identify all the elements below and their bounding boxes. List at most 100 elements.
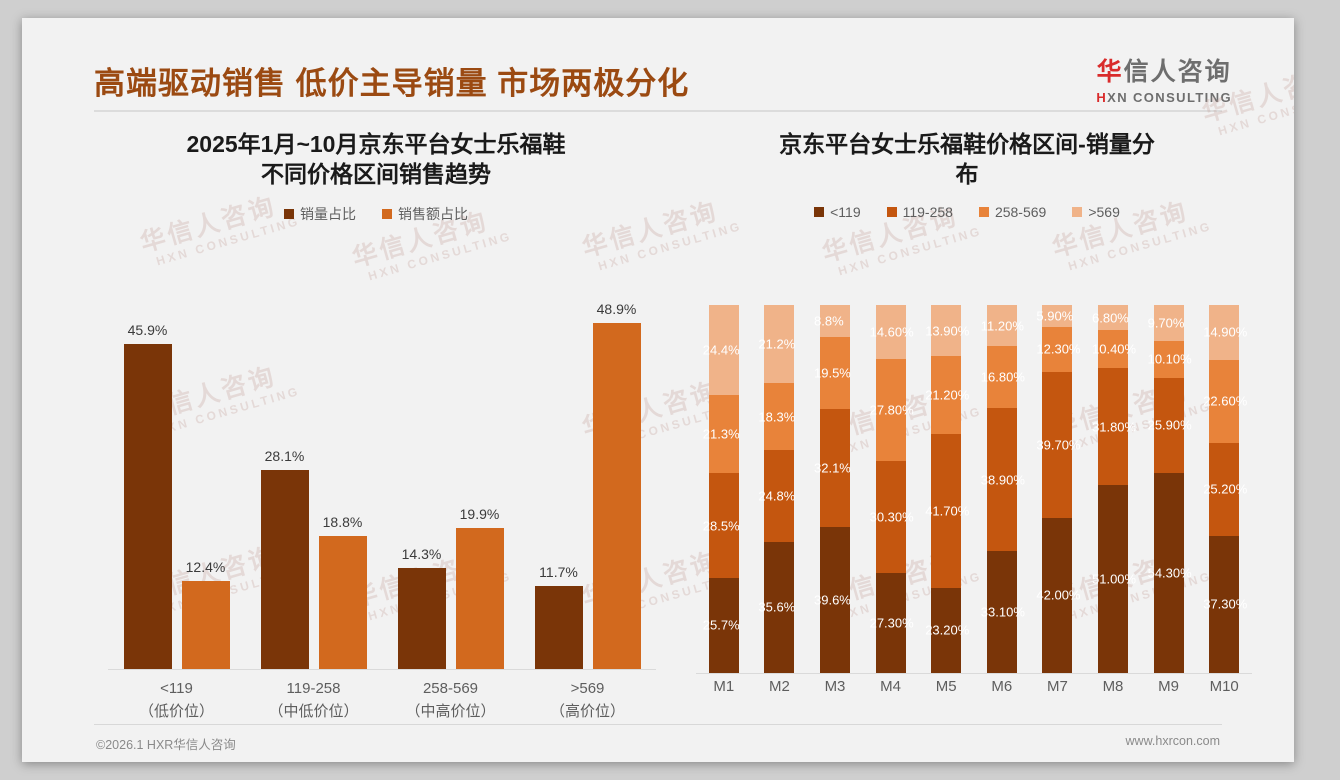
stacked-bar-segment[interactable]: 54.30% bbox=[1148, 473, 1192, 673]
stacked-bar-segment[interactable]: 51.00% bbox=[1092, 485, 1136, 673]
bar[interactable]: 11.7% bbox=[534, 564, 583, 669]
stacked-bar-segment[interactable]: 9.70% bbox=[1148, 305, 1184, 341]
title-divider bbox=[94, 110, 1222, 112]
segment-value-label: 28.5% bbox=[702, 518, 740, 534]
x-axis-label: 258-569 （中高价位） bbox=[382, 678, 519, 723]
logo-english: HXN CONSULTING bbox=[1096, 91, 1232, 104]
bar-group: 45.9% 12.4% bbox=[108, 280, 245, 669]
legend-swatch-icon bbox=[886, 206, 897, 217]
bar-value-label: 18.8% bbox=[322, 514, 363, 531]
stacked-bar-segment[interactable]: 31.80% bbox=[1092, 368, 1136, 486]
stacked-bar-segment[interactable]: 27.80% bbox=[870, 358, 914, 462]
bar[interactable]: 14.3% bbox=[397, 546, 446, 669]
stacked-bar-segment[interactable]: 16.80% bbox=[981, 346, 1025, 409]
legend-item[interactable]: 销量占比 bbox=[284, 204, 356, 224]
stacked-bar-segment[interactable]: 35.6% bbox=[758, 541, 795, 673]
stacked-bar-segment[interactable]: 24.8% bbox=[758, 450, 795, 542]
stacked-bar-segment[interactable]: 13.90% bbox=[925, 305, 969, 357]
x-axis-label-tier: （中高价位） bbox=[405, 702, 496, 720]
chart-title-line2: 不同价格区间销售趋势 bbox=[261, 160, 491, 187]
segment-value-label: 27.80% bbox=[869, 402, 914, 418]
stacked-bar[interactable]: 11.20% 16.80% 38.90% 33.10% bbox=[981, 305, 1025, 673]
segment-value-label: 14.90% bbox=[1203, 324, 1248, 340]
stacked-bar-segment[interactable]: 21.2% bbox=[758, 305, 795, 384]
stacked-bar-segment[interactable]: 5.90% bbox=[1036, 305, 1073, 327]
stacked-bar-segment[interactable]: 21.3% bbox=[703, 394, 740, 474]
bar[interactable]: 45.9% bbox=[123, 322, 172, 669]
bar[interactable]: 18.8% bbox=[318, 514, 367, 669]
stacked-bar-segment[interactable]: 22.60% bbox=[1203, 359, 1247, 443]
segment-value-label: 41.70% bbox=[925, 503, 970, 519]
stacked-bar-segment[interactable]: 42.00% bbox=[1036, 518, 1080, 673]
stacked-bar-segment[interactable]: 37.30% bbox=[1203, 535, 1247, 673]
stacked-bar-segment[interactable]: 27.30% bbox=[870, 572, 914, 673]
stacked-bar-segment[interactable]: 21.20% bbox=[925, 356, 969, 435]
stacked-bar-segment[interactable]: 28.5% bbox=[703, 473, 740, 579]
bar-value-label: 28.1% bbox=[264, 448, 305, 465]
stacked-bar-segment[interactable]: 39.6% bbox=[814, 527, 851, 673]
stacked-bar-segment[interactable]: 14.60% bbox=[870, 305, 914, 359]
stacked-bar-segment[interactable]: 25.90% bbox=[1148, 377, 1192, 474]
stacked-bar-segment[interactable]: 23.20% bbox=[925, 587, 969, 673]
segment-value-label: 37.30% bbox=[1203, 596, 1248, 612]
chart-title-line1: 京东平台女士乐福鞋价格区间-销量分 bbox=[779, 131, 1155, 157]
stacked-bar-segment[interactable]: 18.3% bbox=[758, 383, 795, 451]
segment-value-label: 14.60% bbox=[869, 324, 914, 340]
stacked-bar[interactable]: 21.2% 18.3% 24.8% 35.6% bbox=[758, 305, 795, 673]
stacked-bar-segment[interactable]: 14.90% bbox=[1203, 305, 1247, 360]
stacked-bar-segment[interactable]: 41.70% bbox=[925, 434, 969, 588]
stacked-bar-segment[interactable]: 24.4% bbox=[703, 305, 740, 395]
stacked-bar-segment[interactable]: 6.80% bbox=[1092, 305, 1129, 331]
chart-legend-volume-distribution: <119 119-258 258-569 >569 bbox=[682, 204, 1252, 220]
segment-value-label: 31.80% bbox=[1092, 419, 1137, 435]
stacked-bar[interactable]: 5.90% 12.30% 39.70% 42.00% bbox=[1036, 305, 1080, 673]
chart-legend-sales-trend: 销量占比 销售额占比 bbox=[86, 204, 666, 224]
segment-value-label: 11.20% bbox=[980, 318, 1024, 334]
bar[interactable]: 48.9% bbox=[592, 301, 641, 669]
x-axis-label: <119 （低价位） bbox=[108, 678, 245, 723]
stacked-bar-segment[interactable]: 8.8% bbox=[814, 305, 850, 338]
segment-value-label: 51.00% bbox=[1092, 571, 1137, 587]
chart-panel-volume-distribution: 京东平台女士乐福鞋价格区间-销量分 布 <119 119-258 258-569 >5… bbox=[682, 130, 1252, 710]
legend-label: >569 bbox=[1088, 203, 1120, 220]
chart-title-line2: 布 bbox=[955, 160, 979, 187]
legend-item[interactable]: 258-569 bbox=[978, 204, 1046, 220]
stacked-bar-segment[interactable]: 11.20% bbox=[981, 305, 1024, 347]
segment-value-label: 54.30% bbox=[1147, 565, 1192, 581]
segment-value-label: 21.20% bbox=[925, 387, 970, 403]
legend-item[interactable]: <119 bbox=[814, 204, 861, 220]
stacked-bar[interactable]: 14.90% 22.60% 25.20% 37.30% bbox=[1203, 305, 1247, 673]
x-axis-label: M10 bbox=[1209, 678, 1239, 695]
stacked-bar-segment[interactable]: 12.30% bbox=[1036, 326, 1080, 372]
stacked-bar-segment[interactable]: 38.90% bbox=[981, 408, 1025, 552]
legend-item[interactable]: 119-258 bbox=[886, 204, 953, 220]
slide-canvas: 高端驱动销售 低价主导销量 市场两极分化 华信人咨询 HXN CONSULTIN… bbox=[22, 18, 1294, 762]
stacked-bar-segment[interactable]: 19.5% bbox=[814, 337, 851, 410]
stacked-bar[interactable]: 14.60% 27.80% 30.30% 27.30% bbox=[870, 305, 914, 673]
bar[interactable]: 12.4% bbox=[181, 559, 230, 669]
bar[interactable]: 19.9% bbox=[455, 506, 504, 669]
stacked-bar-segment[interactable]: 25.20% bbox=[1203, 442, 1247, 536]
logo-chinese-red: 华 bbox=[1096, 58, 1124, 86]
legend-swatch-icon bbox=[382, 208, 392, 219]
segment-value-label: 30.30% bbox=[869, 509, 914, 525]
company-logo: 华信人咨询 HXN CONSULTING bbox=[1096, 60, 1232, 105]
bar[interactable]: 28.1% bbox=[260, 448, 309, 669]
x-axis-labels-sales-trend: <119 （低价位） 119-258 （中低价位） 258-569 （中高价位） >569 （… bbox=[108, 678, 656, 738]
legend-item[interactable]: >569 bbox=[1072, 204, 1120, 220]
stacked-bar[interactable]: 13.90% 21.20% 41.70% 23.20% bbox=[925, 305, 969, 673]
stacked-bar-segment[interactable]: 10.10% bbox=[1148, 340, 1192, 378]
stacked-bar[interactable]: 9.70% 10.10% 25.90% 54.30% bbox=[1148, 305, 1192, 673]
legend-item[interactable]: 销售额占比 bbox=[382, 204, 468, 224]
legend-swatch-icon bbox=[1072, 206, 1083, 217]
stacked-bar-segment[interactable]: 30.30% bbox=[870, 461, 914, 573]
stacked-bar-segment[interactable]: 39.70% bbox=[1036, 371, 1080, 519]
stacked-bar[interactable]: 24.4% 21.3% 28.5% 25.7% bbox=[703, 305, 740, 673]
stacked-bar[interactable]: 8.8% 19.5% 32.1% 39.6% bbox=[814, 305, 851, 673]
stacked-bar-segment[interactable]: 25.7% bbox=[703, 578, 740, 673]
stacked-bar[interactable]: 6.80% 10.40% 31.80% 51.00% bbox=[1092, 305, 1136, 673]
stacked-bar-segment[interactable]: 32.1% bbox=[814, 409, 851, 528]
logo-chinese: 华信人咨询 bbox=[1096, 60, 1232, 85]
stacked-bar-segment[interactable]: 33.10% bbox=[981, 551, 1025, 673]
stacked-bar-segment[interactable]: 10.40% bbox=[1092, 330, 1136, 369]
